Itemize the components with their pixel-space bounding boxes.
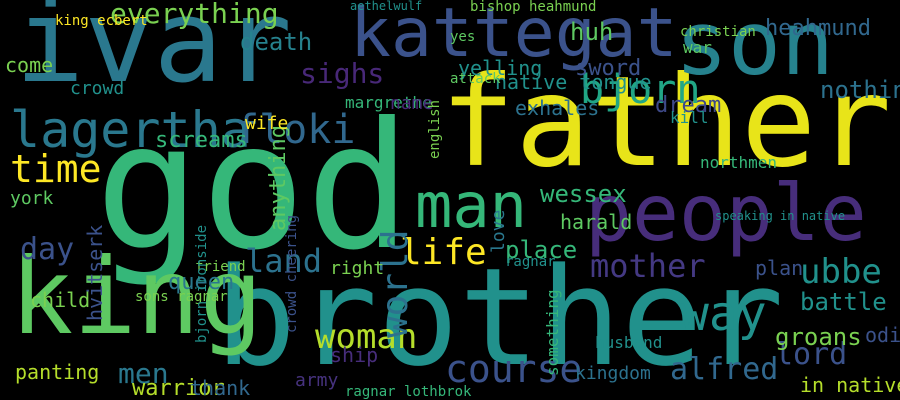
word-cloud-word: alfred [670, 352, 779, 387]
word-cloud-word: ship [330, 343, 379, 367]
word-cloud-word: kill [670, 108, 709, 127]
word-cloud-word: lord [775, 337, 848, 372]
word-cloud-word: woman [315, 317, 418, 357]
word-cloud-word: bjorn [580, 67, 701, 113]
word-cloud-word: friend [195, 259, 246, 275]
word-cloud-word: in native [800, 373, 900, 397]
word-cloud-word: god [95, 86, 412, 289]
word-cloud-word: something [543, 289, 562, 377]
word-cloud-word: crowd [70, 78, 125, 99]
word-cloud-word: sighs [300, 57, 385, 90]
word-cloud-word: death [240, 28, 313, 56]
word-cloud-word: plan [755, 256, 804, 280]
word-cloud-word: speaking in native [715, 209, 846, 223]
word-cloud-word: panting [15, 360, 100, 384]
word-cloud-word: kattegat [350, 0, 678, 73]
word-cloud-word: ivar [15, 0, 292, 109]
word-cloud-word: sons ragnar [135, 289, 228, 305]
word-cloud-word: day [20, 232, 75, 267]
word-cloud-word: margrethe [345, 93, 432, 112]
word-cloud-word: attack [450, 71, 501, 87]
word-cloud-word: native tongue [495, 70, 652, 94]
word-cloud-word: love [488, 209, 509, 254]
word-cloud-word: king ecbert [55, 13, 148, 29]
word-cloud-word: thank [190, 376, 251, 400]
word-cloud-word: name [390, 93, 434, 114]
word-cloud-word: wife [245, 113, 289, 134]
word-cloud-word: people [585, 169, 867, 259]
word-cloud-word: crowd cheering [284, 214, 300, 333]
word-cloud-word: floki [235, 107, 356, 153]
word-cloud-word: mother [590, 247, 706, 285]
word-cloud-word: kingdom [575, 363, 651, 384]
word-cloud-word: husband [595, 333, 663, 352]
word-cloud-word: men [118, 357, 169, 390]
word-cloud-word: brother [215, 239, 784, 396]
word-cloud-word: bjorn ironside [194, 224, 210, 343]
word-cloud-word: groans [775, 323, 862, 351]
word-cloud-word: son [675, 0, 834, 95]
word-cloud-word: warrior [132, 376, 225, 400]
word-cloud-word: york [10, 188, 54, 209]
word-cloud-word: dream [655, 93, 722, 118]
word-cloud-word: yelling [458, 56, 543, 80]
word-cloud-word: war [683, 38, 712, 57]
word-cloud-word: wessex [540, 180, 627, 208]
word-cloud-word: odin [865, 323, 900, 347]
word-cloud-word: lagertha [10, 101, 251, 159]
word-cloud-word: screams [155, 128, 248, 153]
word-cloud-word: heahmund [765, 16, 871, 41]
word-cloud-word: father [440, 50, 892, 195]
word-cloud-word: child [30, 288, 91, 312]
word-cloud-word: army [295, 370, 339, 391]
word-cloud-word: exhales [515, 96, 600, 120]
word-cloud-word: aethelwulf [350, 0, 423, 13]
word-cloud-word: english [427, 99, 443, 159]
word-cloud-word: course [445, 347, 583, 391]
word-cloud-word: man [415, 169, 527, 242]
word-cloud-word: ragnar lothbrok [345, 384, 472, 400]
word-cloud-word: king [10, 236, 263, 358]
word-cloud-word: battle [800, 288, 887, 316]
word-cloud-word: bishop heahmund [470, 0, 597, 15]
word-cloud-word: christian [680, 24, 756, 40]
word-cloud-word: way [680, 286, 767, 342]
word-cloud-word: right [330, 258, 385, 279]
word-cloud-word: huh [570, 18, 614, 46]
word-cloud-word: yes [450, 29, 476, 45]
word-cloud-word: time [10, 147, 102, 191]
word-cloud-word: world [375, 229, 416, 338]
word-cloud-word: harald [560, 210, 633, 234]
word-cloud-word: northmen [700, 153, 778, 172]
word-cloud-word: queen [168, 270, 235, 295]
word-cloud-word: land [245, 242, 323, 280]
word-cloud-word: sword [575, 56, 642, 81]
word-cloud-word: nothing [820, 76, 900, 104]
word-cloud-word: ubbe [800, 252, 882, 292]
word-cloud-word: ragnar [505, 254, 556, 270]
word-cloud-word: place [505, 236, 578, 264]
word-cloud-word: life [400, 232, 487, 273]
word-cloud-word: come [5, 53, 54, 77]
word-cloud-word: everything [110, 0, 279, 30]
